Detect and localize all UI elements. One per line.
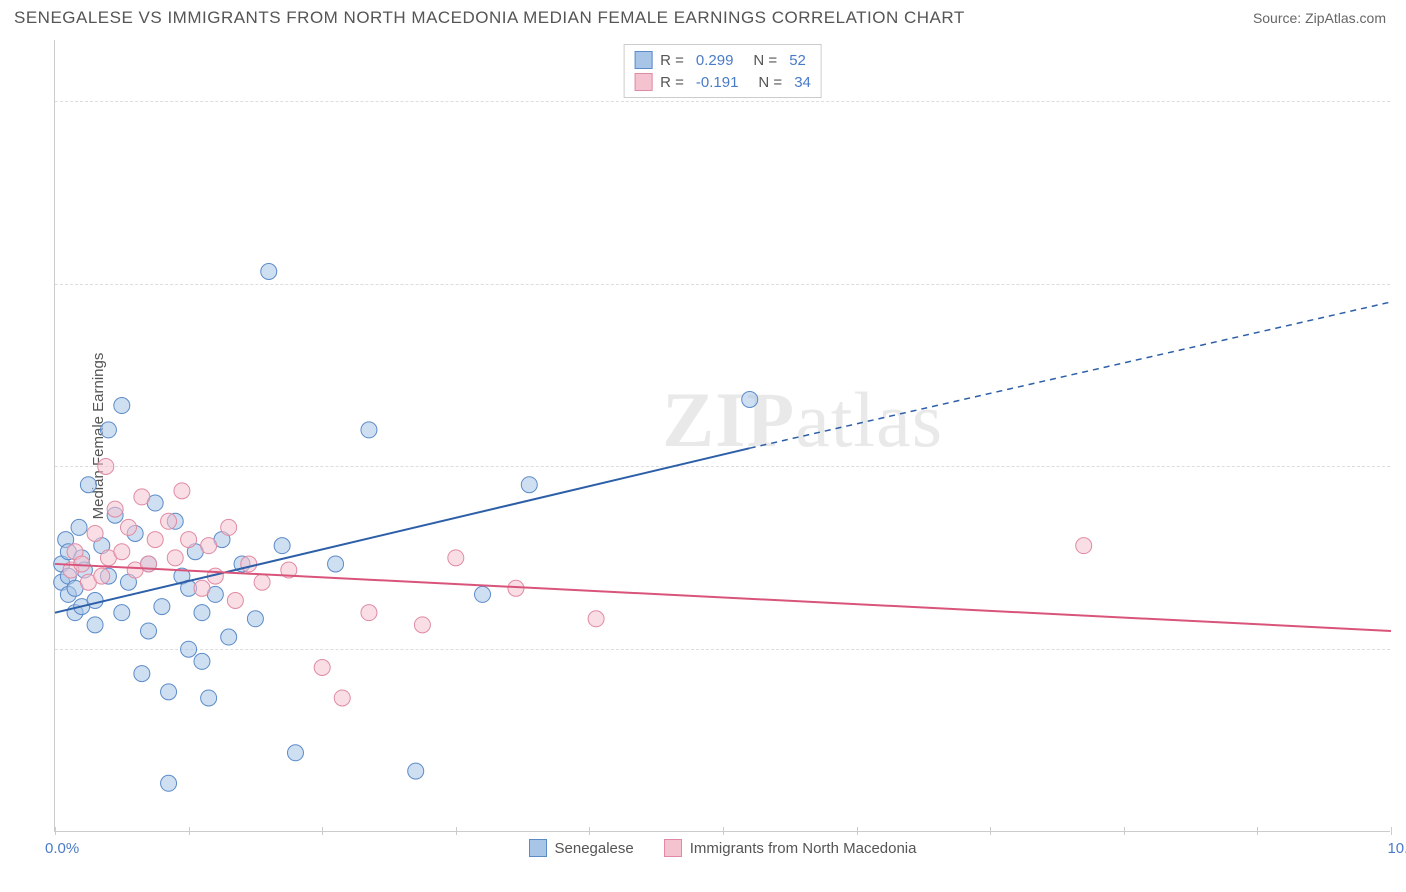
data-point: [201, 538, 217, 554]
data-point: [227, 592, 243, 608]
swatch-macedonia: [634, 73, 652, 91]
data-point: [167, 550, 183, 566]
scatter-plot-svg: [55, 40, 1390, 831]
data-point: [80, 477, 96, 493]
data-point: [254, 574, 270, 590]
legend-item-macedonia: Immigrants from North Macedonia: [664, 839, 917, 857]
data-point: [448, 550, 464, 566]
data-point: [742, 391, 758, 407]
data-point: [181, 532, 197, 548]
data-point: [361, 605, 377, 621]
trendline-extrapolated: [750, 302, 1391, 448]
data-point: [361, 422, 377, 438]
x-axis-max-label: 10.0%: [1387, 840, 1406, 857]
data-point: [287, 745, 303, 761]
data-point: [98, 458, 114, 474]
data-point: [588, 611, 604, 627]
data-point: [314, 660, 330, 676]
data-point: [147, 532, 163, 548]
data-point: [194, 653, 210, 669]
series-legend: Senegalese Immigrants from North Macedon…: [529, 839, 917, 857]
data-point: [74, 556, 90, 572]
data-point: [241, 556, 257, 572]
data-point: [1076, 538, 1092, 554]
chart-plot-area: Median Female Earnings $35,000$50,000$65…: [54, 40, 1390, 832]
swatch-senegalese-bottom: [529, 839, 547, 857]
data-point: [274, 538, 290, 554]
data-point: [194, 605, 210, 621]
data-point: [141, 623, 157, 639]
data-point: [114, 544, 130, 560]
data-point: [181, 641, 197, 657]
data-point: [100, 422, 116, 438]
data-point: [161, 513, 177, 529]
data-point: [87, 592, 103, 608]
x-axis-min-label: 0.0%: [45, 840, 79, 857]
x-tick: [1391, 827, 1392, 835]
legend-row-macedonia: R = -0.191 N = 34: [634, 71, 811, 93]
data-point: [475, 586, 491, 602]
data-point: [161, 775, 177, 791]
data-point: [134, 489, 150, 505]
data-point: [521, 477, 537, 493]
data-point: [87, 525, 103, 541]
data-point: [201, 690, 217, 706]
chart-title: SENEGALESE VS IMMIGRANTS FROM NORTH MACE…: [14, 8, 965, 28]
data-point: [408, 763, 424, 779]
legend-item-senegalese: Senegalese: [529, 839, 634, 857]
correlation-legend: R = 0.299 N = 52 R = -0.191 N = 34: [623, 44, 822, 98]
data-point: [107, 501, 123, 517]
data-point: [221, 629, 237, 645]
legend-row-senegalese: R = 0.299 N = 52: [634, 49, 811, 71]
data-point: [414, 617, 430, 633]
data-point: [261, 264, 277, 280]
data-point: [174, 483, 190, 499]
data-point: [247, 611, 263, 627]
data-point: [71, 519, 87, 535]
data-point: [134, 666, 150, 682]
data-point: [161, 684, 177, 700]
data-point: [120, 519, 136, 535]
data-point: [221, 519, 237, 535]
data-point: [114, 605, 130, 621]
data-point: [114, 398, 130, 414]
swatch-macedonia-bottom: [664, 839, 682, 857]
data-point: [328, 556, 344, 572]
data-point: [87, 617, 103, 633]
data-point: [194, 580, 210, 596]
data-point: [94, 568, 110, 584]
trendline: [55, 448, 750, 612]
data-point: [154, 599, 170, 615]
data-point: [334, 690, 350, 706]
swatch-senegalese: [634, 51, 652, 69]
source-attribution: Source: ZipAtlas.com: [1253, 10, 1386, 26]
